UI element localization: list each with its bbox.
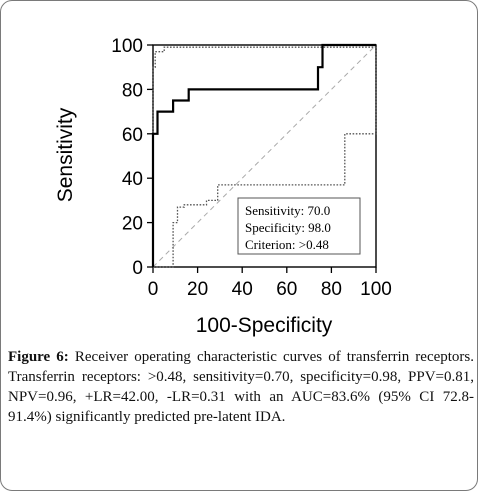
y-axis-label: Sensitivity <box>54 107 77 202</box>
x-tick-label: 60 <box>276 279 297 300</box>
y-tick-label: 80 <box>122 80 143 101</box>
annotation-specificity: Specificity: 98.0 <box>245 220 331 235</box>
caption-text: Receiver operating characteristic curves… <box>8 349 475 425</box>
y-tick-label: 20 <box>122 214 143 235</box>
caption-label: Figure 6: <box>8 349 69 365</box>
x-tick-label: 100 <box>360 279 392 300</box>
y-tick-label: 100 <box>111 36 143 57</box>
series-reference-diagonal <box>152 44 377 268</box>
series-ci-upper <box>152 46 376 267</box>
y-tick-label: 40 <box>122 169 143 190</box>
roc-chart: 0 20 40 60 80 100 0 20 40 60 80 100 Sensitivity 100… <box>54 36 392 337</box>
series-ci-lower <box>153 45 377 268</box>
x-axis-label: 100-Specificity <box>196 314 333 337</box>
annotation-sensitivity: Sensitivity: 70.0 <box>245 203 330 218</box>
annotation-criterion: Criterion: >0.48 <box>245 237 329 252</box>
x-tick-label: 40 <box>232 279 253 300</box>
x-tick-label: 80 <box>321 279 342 300</box>
x-tick-label: 0 <box>148 279 159 300</box>
criterion-box <box>237 197 361 255</box>
series-roc <box>151 43 376 267</box>
figure-caption: Figure 6: Receiver operating characteris… <box>8 347 474 427</box>
y-tick-label: 60 <box>122 125 143 146</box>
x-tick-label: 20 <box>187 279 208 300</box>
y-tick-label: 0 <box>132 258 143 279</box>
